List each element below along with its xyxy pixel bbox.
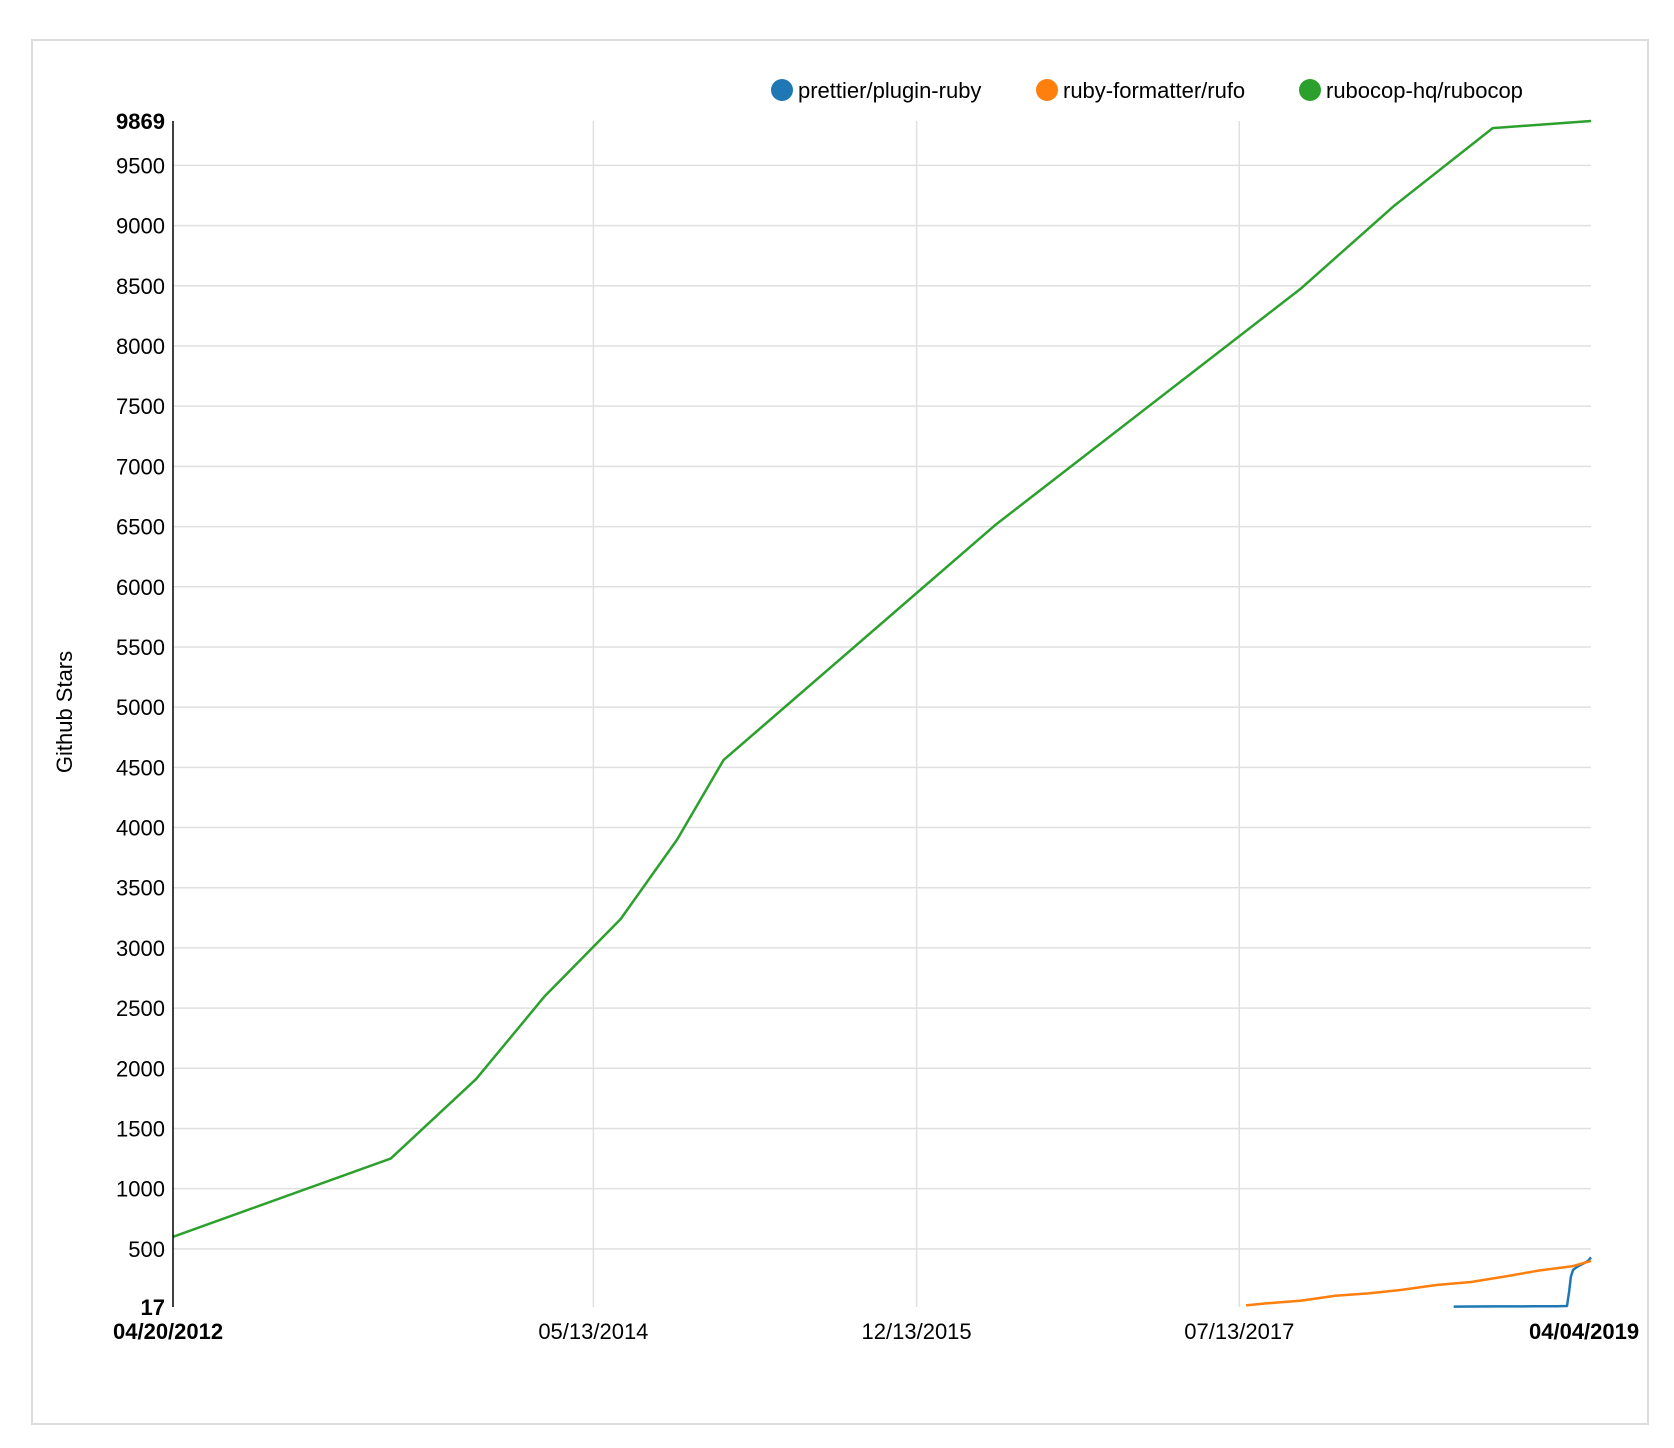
legend-swatch (771, 79, 793, 101)
series-line-2 (173, 119, 1592, 1238)
y-tick-label: 17 (141, 1295, 165, 1320)
y-tick-label: 4000 (116, 816, 165, 841)
legend-label: rubocop-hq/rubocop (1326, 78, 1523, 103)
y-tick-label: 9500 (116, 153, 165, 178)
y-tick-label: 1500 (116, 1116, 165, 1141)
legend-swatch (1036, 79, 1058, 101)
y-tick-label: 9869 (116, 109, 165, 134)
x-tick-label: 07/13/2017 (1184, 1319, 1294, 1344)
y-tick-label: 500 (128, 1237, 165, 1262)
y-tick-label: 6000 (116, 575, 165, 600)
legend-swatch (1299, 79, 1321, 101)
y-tick-label: 3000 (116, 936, 165, 961)
grid (173, 121, 1591, 1307)
x-tick-label: 12/13/2015 (862, 1319, 972, 1344)
y-tick-label: 5500 (116, 635, 165, 660)
y-tick-label: 1000 (116, 1177, 165, 1202)
y-tick-label: 3500 (116, 876, 165, 901)
y-axis-label: Github Stars (52, 651, 77, 773)
y-tick-label: 9000 (116, 214, 165, 239)
series-line-1 (1245, 1259, 1592, 1307)
y-tick-label: 7500 (116, 394, 165, 419)
legend-label: ruby-formatter/rufo (1063, 78, 1245, 103)
y-tick-label: 2000 (116, 1056, 165, 1081)
x-tick-label: 05/13/2014 (538, 1319, 648, 1344)
y-tick-label: 2500 (116, 996, 165, 1021)
y-tick-label: 8000 (116, 334, 165, 359)
y-tick-label: 6500 (116, 515, 165, 540)
legend-label: prettier/plugin-ruby (798, 78, 981, 103)
legend: prettier/plugin-ruby ruby-formatter/rufo r… (771, 78, 1523, 103)
axes: 17 500 1000 1500 2000 2500 3000 3500 4000 4500 500… (113, 109, 1639, 1344)
x-tick-label: 04/20/2012 (113, 1319, 223, 1344)
series-lines (173, 119, 1592, 1308)
y-tick-label: 5000 (116, 695, 165, 720)
y-tick-label: 7000 (116, 454, 165, 479)
x-tick-label: 04/04/2019 (1529, 1319, 1639, 1344)
y-tick-label: 4500 (116, 755, 165, 780)
chart-frame (31, 39, 1649, 1425)
y-tick-label: 8500 (116, 274, 165, 299)
